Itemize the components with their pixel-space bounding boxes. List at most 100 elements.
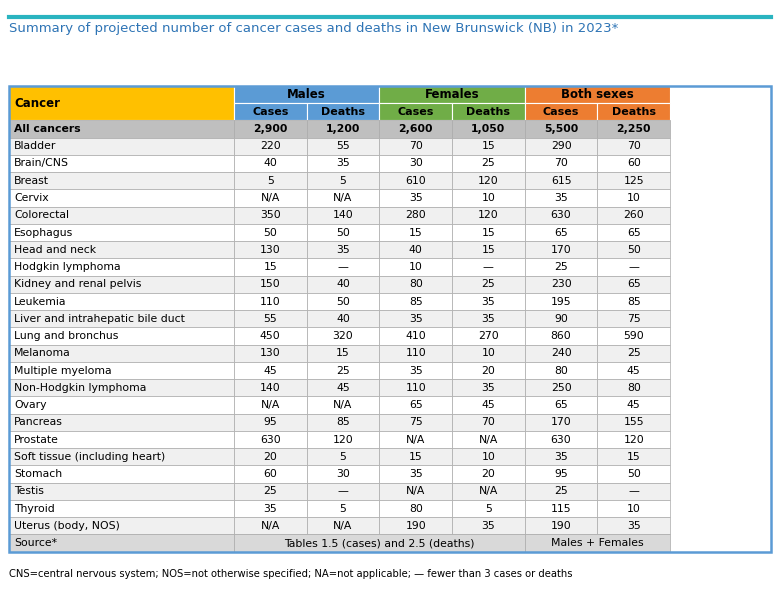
Text: 590: 590 xyxy=(623,331,644,341)
Text: 35: 35 xyxy=(409,314,423,324)
FancyBboxPatch shape xyxy=(307,120,379,137)
Text: 70: 70 xyxy=(627,141,640,151)
Text: 70: 70 xyxy=(481,417,495,427)
FancyBboxPatch shape xyxy=(525,189,597,207)
FancyBboxPatch shape xyxy=(9,465,234,482)
FancyBboxPatch shape xyxy=(452,137,525,155)
FancyBboxPatch shape xyxy=(9,397,234,414)
FancyBboxPatch shape xyxy=(597,258,670,276)
Text: 5,500: 5,500 xyxy=(544,124,578,134)
FancyBboxPatch shape xyxy=(525,327,597,345)
FancyBboxPatch shape xyxy=(9,120,234,137)
Text: 35: 35 xyxy=(336,159,350,169)
Text: 290: 290 xyxy=(551,141,572,151)
Text: 10: 10 xyxy=(627,193,640,203)
FancyBboxPatch shape xyxy=(9,293,234,310)
FancyBboxPatch shape xyxy=(9,137,234,155)
FancyBboxPatch shape xyxy=(234,345,307,362)
Text: 35: 35 xyxy=(627,521,640,531)
FancyBboxPatch shape xyxy=(379,517,452,535)
FancyBboxPatch shape xyxy=(234,189,307,207)
Text: Cancer: Cancer xyxy=(14,96,60,110)
Text: 260: 260 xyxy=(623,210,644,220)
Text: 45: 45 xyxy=(264,365,277,375)
Text: 120: 120 xyxy=(623,435,644,445)
Text: 35: 35 xyxy=(481,314,495,324)
Text: Colorectal: Colorectal xyxy=(14,210,69,220)
Text: 35: 35 xyxy=(409,469,423,479)
Text: Cervix: Cervix xyxy=(14,193,48,203)
FancyBboxPatch shape xyxy=(234,155,307,172)
FancyBboxPatch shape xyxy=(307,310,379,327)
FancyBboxPatch shape xyxy=(379,258,452,276)
Text: 30: 30 xyxy=(336,469,350,479)
Text: N/A: N/A xyxy=(261,400,280,410)
Text: 15: 15 xyxy=(409,227,423,237)
Text: 150: 150 xyxy=(260,279,281,289)
FancyBboxPatch shape xyxy=(597,397,670,414)
Text: 65: 65 xyxy=(555,400,568,410)
FancyBboxPatch shape xyxy=(307,482,379,500)
FancyBboxPatch shape xyxy=(379,431,452,448)
FancyBboxPatch shape xyxy=(379,189,452,207)
FancyBboxPatch shape xyxy=(597,224,670,241)
FancyBboxPatch shape xyxy=(9,517,234,535)
Text: Males + Females: Males + Females xyxy=(551,538,643,548)
Text: Tables 1.5 (cases) and 2.5 (deaths): Tables 1.5 (cases) and 2.5 (deaths) xyxy=(284,538,474,548)
FancyBboxPatch shape xyxy=(234,172,307,189)
FancyBboxPatch shape xyxy=(597,137,670,155)
Text: 280: 280 xyxy=(406,210,426,220)
FancyBboxPatch shape xyxy=(307,189,379,207)
Text: Prostate: Prostate xyxy=(14,435,59,445)
FancyBboxPatch shape xyxy=(597,276,670,293)
Text: 50: 50 xyxy=(627,244,640,255)
Text: 35: 35 xyxy=(336,244,350,255)
FancyBboxPatch shape xyxy=(234,103,307,120)
FancyBboxPatch shape xyxy=(234,207,307,224)
FancyBboxPatch shape xyxy=(9,224,234,241)
FancyBboxPatch shape xyxy=(525,137,597,155)
Text: —: — xyxy=(629,487,640,496)
FancyBboxPatch shape xyxy=(597,362,670,379)
Text: Kidney and renal pelvis: Kidney and renal pelvis xyxy=(14,279,141,289)
FancyBboxPatch shape xyxy=(597,155,670,172)
FancyBboxPatch shape xyxy=(307,137,379,155)
FancyBboxPatch shape xyxy=(597,517,670,535)
FancyBboxPatch shape xyxy=(9,207,234,224)
FancyBboxPatch shape xyxy=(597,293,670,310)
Text: Deaths: Deaths xyxy=(321,107,365,117)
FancyBboxPatch shape xyxy=(9,345,234,362)
Text: 115: 115 xyxy=(551,504,572,514)
FancyBboxPatch shape xyxy=(525,414,597,431)
FancyBboxPatch shape xyxy=(597,172,670,189)
Text: 50: 50 xyxy=(336,297,350,307)
Text: 45: 45 xyxy=(336,383,350,393)
FancyBboxPatch shape xyxy=(379,362,452,379)
FancyBboxPatch shape xyxy=(379,414,452,431)
FancyBboxPatch shape xyxy=(379,379,452,397)
FancyBboxPatch shape xyxy=(597,379,670,397)
FancyBboxPatch shape xyxy=(597,103,670,120)
Text: 20: 20 xyxy=(481,469,495,479)
FancyBboxPatch shape xyxy=(379,293,452,310)
Text: 630: 630 xyxy=(260,435,281,445)
Text: N/A: N/A xyxy=(261,521,280,531)
FancyBboxPatch shape xyxy=(525,155,597,172)
Text: 170: 170 xyxy=(551,244,572,255)
Text: 5: 5 xyxy=(267,176,274,186)
Text: 35: 35 xyxy=(409,193,423,203)
Text: 155: 155 xyxy=(623,417,644,427)
Text: 90: 90 xyxy=(554,314,568,324)
FancyBboxPatch shape xyxy=(452,431,525,448)
Text: 140: 140 xyxy=(332,210,353,220)
FancyBboxPatch shape xyxy=(9,448,234,465)
FancyBboxPatch shape xyxy=(379,155,452,172)
FancyBboxPatch shape xyxy=(597,500,670,517)
Text: Soft tissue (including heart): Soft tissue (including heart) xyxy=(14,452,165,462)
Text: Deaths: Deaths xyxy=(612,107,656,117)
FancyBboxPatch shape xyxy=(525,241,597,258)
Text: 130: 130 xyxy=(260,348,281,358)
Text: 15: 15 xyxy=(264,262,277,272)
FancyBboxPatch shape xyxy=(525,120,597,137)
Text: 450: 450 xyxy=(260,331,281,341)
